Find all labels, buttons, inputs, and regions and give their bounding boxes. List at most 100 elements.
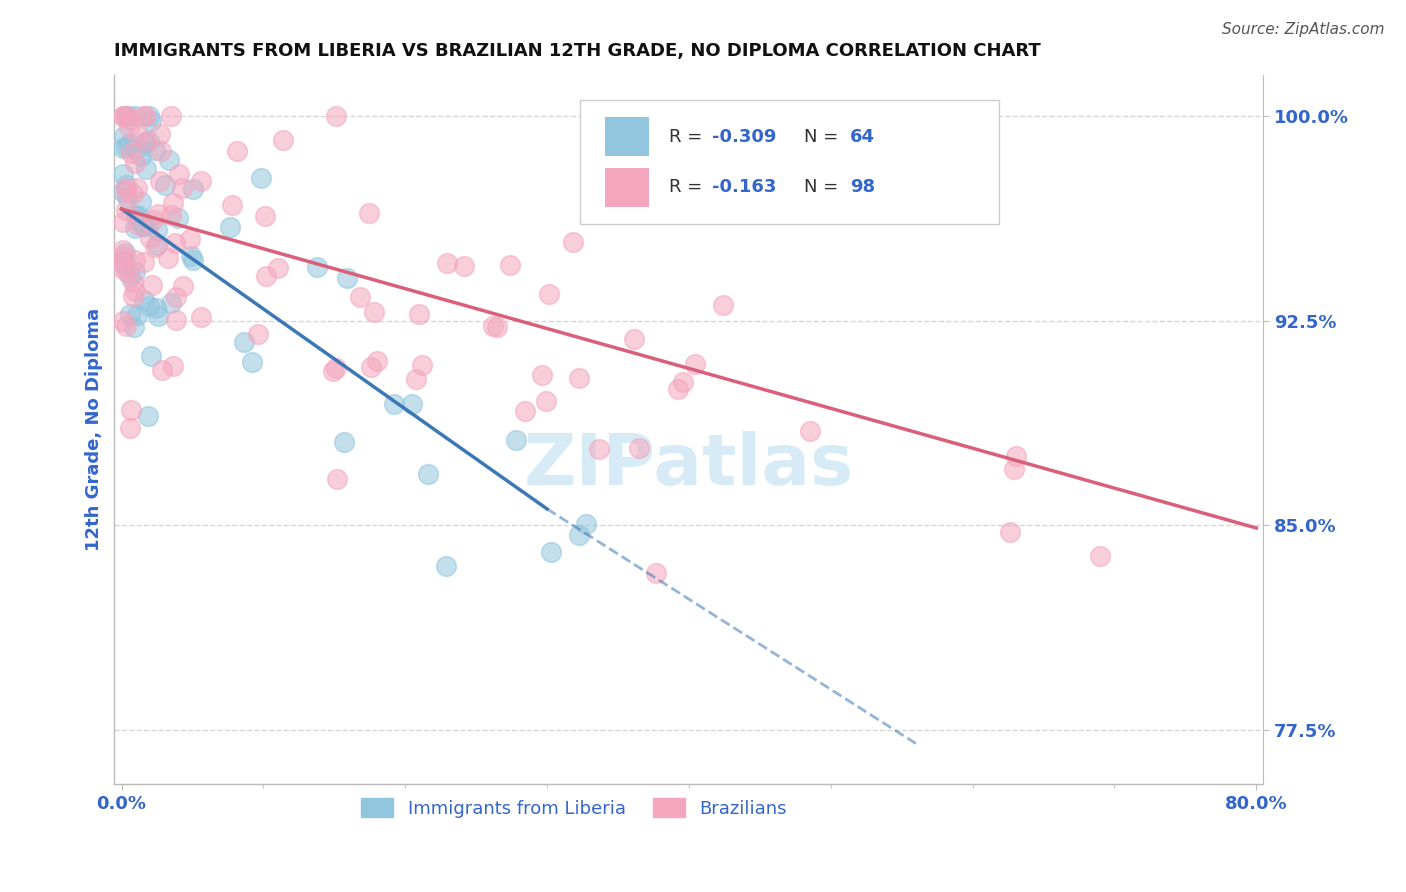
Point — [134, 219, 156, 233]
Point — [138, 109, 160, 123]
Point — [160, 296, 183, 310]
Point — [325, 109, 347, 123]
Point — [434, 559, 457, 574]
Point — [349, 290, 371, 304]
Point — [141, 277, 163, 292]
Point — [124, 109, 146, 123]
Point — [799, 424, 821, 438]
Point — [165, 291, 187, 305]
Point — [111, 167, 134, 181]
Point — [271, 133, 294, 147]
Point — [132, 136, 155, 150]
Point — [118, 120, 141, 135]
Y-axis label: 12th Grade, No Diploma: 12th Grade, No Diploma — [86, 309, 103, 551]
Point — [436, 256, 458, 270]
Point — [114, 139, 136, 153]
Point — [366, 353, 388, 368]
Text: Source: ZipAtlas.com: Source: ZipAtlas.com — [1222, 22, 1385, 37]
Point — [118, 308, 141, 322]
Point — [1002, 462, 1025, 476]
Point — [562, 235, 585, 250]
Point — [150, 145, 173, 159]
Point — [190, 310, 212, 325]
Point — [112, 215, 135, 229]
Point — [115, 190, 138, 204]
Text: N =: N = — [804, 178, 844, 196]
Text: R =: R = — [669, 128, 709, 145]
Point — [405, 372, 427, 386]
Point — [118, 269, 141, 284]
Point — [401, 397, 423, 411]
Point — [326, 472, 349, 486]
Point — [111, 255, 134, 269]
FancyBboxPatch shape — [605, 168, 648, 207]
Point — [165, 313, 187, 327]
Point — [134, 109, 156, 123]
Point — [142, 213, 165, 227]
Point — [453, 259, 475, 273]
Point — [482, 319, 505, 334]
Point — [485, 319, 508, 334]
Point — [322, 364, 344, 378]
Point — [138, 409, 160, 424]
Text: 98: 98 — [849, 178, 875, 196]
Point — [167, 167, 190, 181]
Point — [240, 355, 263, 369]
Point — [114, 178, 136, 192]
Legend: Immigrants from Liberia, Brazilians: Immigrants from Liberia, Brazilians — [353, 791, 794, 825]
Point — [575, 517, 598, 532]
Point — [136, 218, 159, 232]
Point — [132, 293, 155, 307]
Point — [627, 442, 650, 456]
Point — [145, 301, 167, 316]
Point — [143, 240, 166, 254]
Point — [125, 208, 148, 222]
Point — [125, 181, 148, 195]
Point — [266, 261, 288, 276]
Point — [138, 300, 160, 314]
Point — [159, 208, 181, 222]
Point — [114, 184, 136, 198]
Point — [112, 258, 135, 272]
Point — [115, 109, 138, 123]
Point — [128, 209, 150, 223]
Point — [588, 442, 610, 456]
Point — [115, 109, 138, 123]
Point — [568, 371, 591, 385]
Point — [190, 174, 212, 188]
Point — [122, 275, 145, 289]
Point — [124, 265, 146, 279]
Point — [115, 181, 138, 195]
Text: -0.163: -0.163 — [711, 178, 776, 196]
Point — [221, 198, 243, 212]
Point — [219, 219, 242, 234]
Point — [120, 402, 142, 417]
Text: IMMIGRANTS FROM LIBERIA VS BRAZILIAN 12TH GRADE, NO DIPLOMA CORRELATION CHART: IMMIGRANTS FROM LIBERIA VS BRAZILIAN 12T… — [114, 42, 1042, 60]
Point — [1088, 549, 1111, 563]
Point — [162, 195, 184, 210]
Point — [132, 254, 155, 268]
Point — [115, 203, 138, 218]
Point — [111, 253, 134, 268]
Point — [125, 143, 148, 157]
Point — [111, 141, 134, 155]
Point — [148, 128, 170, 142]
Point — [623, 333, 645, 347]
Point — [139, 349, 162, 363]
Point — [162, 359, 184, 373]
Point — [180, 249, 202, 263]
Text: 64: 64 — [849, 128, 875, 145]
Point — [111, 249, 134, 263]
Point — [111, 185, 134, 199]
Point — [513, 403, 536, 417]
Point — [112, 128, 135, 143]
Point — [129, 195, 152, 210]
Point — [233, 334, 256, 349]
Point — [127, 218, 149, 232]
Point — [179, 232, 201, 246]
Point — [530, 368, 553, 382]
Point — [382, 396, 405, 410]
Point — [146, 309, 169, 323]
Point — [117, 109, 139, 123]
Point — [143, 144, 166, 158]
